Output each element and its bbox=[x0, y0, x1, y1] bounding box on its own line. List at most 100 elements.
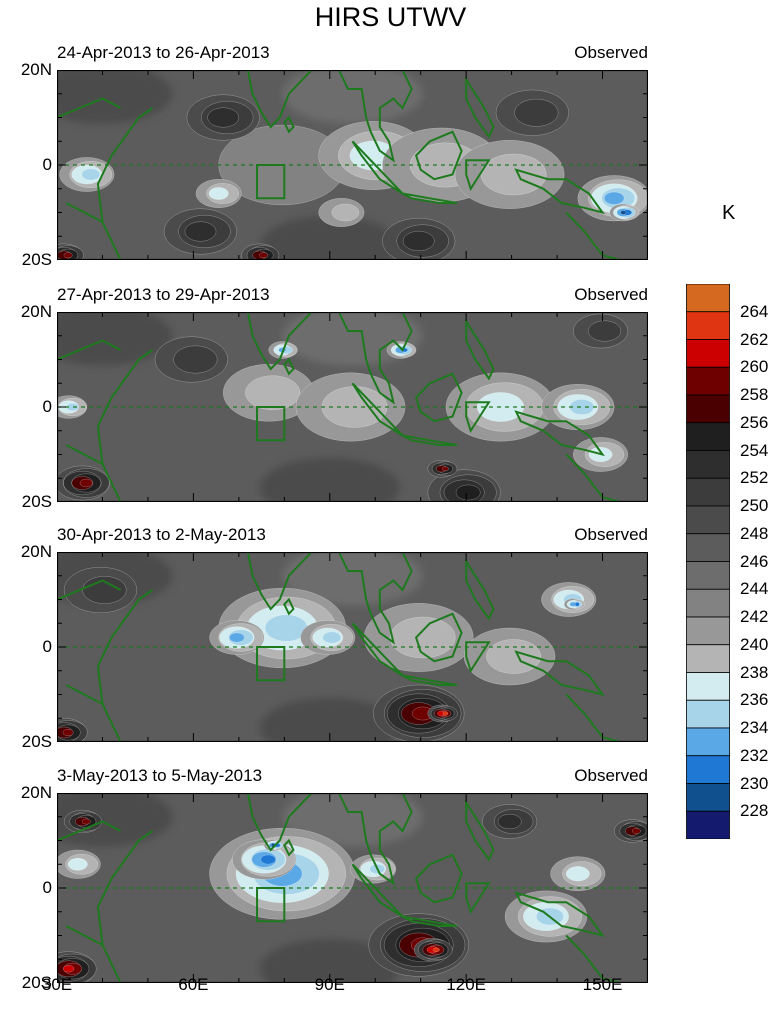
colorbar-label: 246 bbox=[740, 551, 769, 571]
x-axis-labels: 30E 60E 90E 120E 150E bbox=[0, 975, 781, 1005]
contour-feature bbox=[268, 341, 298, 359]
contour-feature bbox=[427, 469, 501, 502]
x-tick-label: 30E bbox=[41, 975, 73, 994]
colorbar bbox=[686, 284, 730, 839]
contour-feature bbox=[300, 620, 356, 655]
region-box bbox=[256, 164, 286, 200]
contour-feature bbox=[163, 208, 238, 255]
colorbar-swatch bbox=[686, 699, 730, 729]
contour-feature bbox=[573, 313, 629, 349]
map-panel-4: 3-May-2013 to 5-May-2013 Observed 20N 0 20S bbox=[21, 766, 648, 992]
panel-title: 27-Apr-2013 to 29-Apr-2013 bbox=[57, 285, 270, 304]
colorbar-swatch bbox=[686, 422, 730, 451]
y-tick-label: 0 bbox=[42, 637, 52, 656]
colorbar-label: 252 bbox=[740, 468, 769, 488]
coastline bbox=[57, 70, 621, 260]
contour-feature bbox=[550, 856, 606, 892]
y-tick-label: 0 bbox=[42, 878, 52, 897]
contour-feature bbox=[63, 567, 138, 613]
x-tick-label: 90E bbox=[314, 975, 345, 994]
colorbar-swatch bbox=[686, 366, 730, 396]
contour-feature bbox=[609, 203, 640, 222]
x-tick-label: 60E bbox=[178, 975, 209, 994]
colorbar-swatch bbox=[686, 533, 730, 562]
contour-feature bbox=[195, 179, 242, 208]
contour-feature bbox=[454, 140, 565, 209]
contour-feature bbox=[59, 157, 115, 192]
contour-feature bbox=[57, 951, 97, 983]
x-tick-label: 150E bbox=[582, 975, 623, 994]
colorbar-label: 242 bbox=[740, 607, 769, 626]
contour-feature bbox=[382, 218, 456, 260]
colorbar-swatch bbox=[686, 755, 730, 784]
contour-feature bbox=[482, 804, 538, 839]
colorbar-label: 244 bbox=[740, 579, 769, 599]
region-box bbox=[256, 406, 286, 442]
y-tick-label: 20N bbox=[20, 60, 52, 79]
colorbar-label: 254 bbox=[740, 440, 769, 460]
contour-feature bbox=[504, 890, 588, 943]
coastline bbox=[57, 793, 621, 983]
contour-feature bbox=[57, 718, 88, 742]
colorbar-label: 262 bbox=[740, 329, 769, 349]
panel-tag: Observed bbox=[574, 43, 648, 62]
colorbar-swatch bbox=[686, 394, 730, 424]
contour-map bbox=[57, 70, 648, 260]
x-tick-label: 120E bbox=[446, 975, 486, 994]
map-panel-2: 27-Apr-2013 to 29-Apr-2013 Observed 20N 0 20… bbox=[21, 285, 648, 511]
colorbar-label: 232 bbox=[740, 745, 769, 765]
panel-title: 24-Apr-2013 to 26-Apr-2013 bbox=[57, 43, 270, 62]
colorbar-swatch bbox=[686, 588, 730, 618]
y-tick-label: 20S bbox=[21, 732, 52, 751]
contour-feature bbox=[613, 819, 648, 843]
colorbar-label: 264 bbox=[740, 301, 769, 321]
contour-feature bbox=[427, 459, 458, 478]
y-tick-label: 20N bbox=[20, 783, 52, 802]
region-box bbox=[256, 887, 286, 923]
colorbar-swatch bbox=[686, 339, 730, 368]
y-tick-label: 20S bbox=[21, 250, 52, 269]
panel-title: 3-May-2013 to 5-May-2013 bbox=[57, 766, 263, 785]
colorbar-swatch bbox=[686, 672, 730, 701]
colorbar-swatch bbox=[686, 284, 730, 313]
panel-title: 30-Apr-2013 to 2-May-2013 bbox=[57, 525, 266, 544]
colorbar-label: 236 bbox=[740, 690, 769, 710]
contour-feature bbox=[57, 243, 84, 260]
y-tick-label: 0 bbox=[42, 155, 52, 174]
colorbar-label: 234 bbox=[740, 718, 769, 737]
contour-map bbox=[57, 793, 648, 983]
contour-feature bbox=[563, 598, 586, 611]
contour-feature bbox=[186, 94, 260, 141]
colorbar-swatch bbox=[686, 727, 730, 757]
y-tick-label: 20S bbox=[21, 492, 52, 511]
colorbar-swatch bbox=[686, 810, 730, 839]
colorbar-label: 238 bbox=[740, 662, 769, 682]
coastline bbox=[57, 312, 621, 502]
colorbar-label: 256 bbox=[740, 412, 769, 432]
panel-tag: Observed bbox=[574, 525, 648, 544]
colorbar-label: 260 bbox=[740, 357, 769, 377]
colorbar-swatch bbox=[686, 616, 730, 646]
contour-feature bbox=[427, 704, 458, 723]
colorbar-units: K bbox=[722, 202, 736, 224]
colorbar-swatch bbox=[686, 311, 730, 340]
contour-feature bbox=[573, 437, 629, 472]
map-panel-3: 30-Apr-2013 to 2-May-2013 Observed 20N 0 20S bbox=[21, 525, 648, 751]
contour-map bbox=[57, 552, 648, 742]
colorbar-label: 228 bbox=[740, 801, 769, 821]
coastline bbox=[57, 552, 621, 742]
contour-feature bbox=[154, 336, 228, 383]
colorbar-label: 248 bbox=[740, 523, 769, 543]
contour-feature bbox=[463, 627, 556, 686]
contour-feature bbox=[318, 198, 365, 227]
contour-feature bbox=[241, 243, 280, 260]
colorbar-swatch bbox=[686, 644, 730, 673]
colorbar-swatch bbox=[686, 505, 730, 535]
contour-feature bbox=[495, 89, 569, 136]
y-tick-label: 20N bbox=[20, 302, 52, 321]
contour-feature bbox=[413, 938, 453, 962]
y-tick-label: 20N bbox=[20, 542, 52, 561]
y-tick-label: 20S bbox=[21, 973, 52, 992]
colorbar-swatch bbox=[686, 450, 730, 479]
panel-tag: Observed bbox=[574, 766, 648, 785]
